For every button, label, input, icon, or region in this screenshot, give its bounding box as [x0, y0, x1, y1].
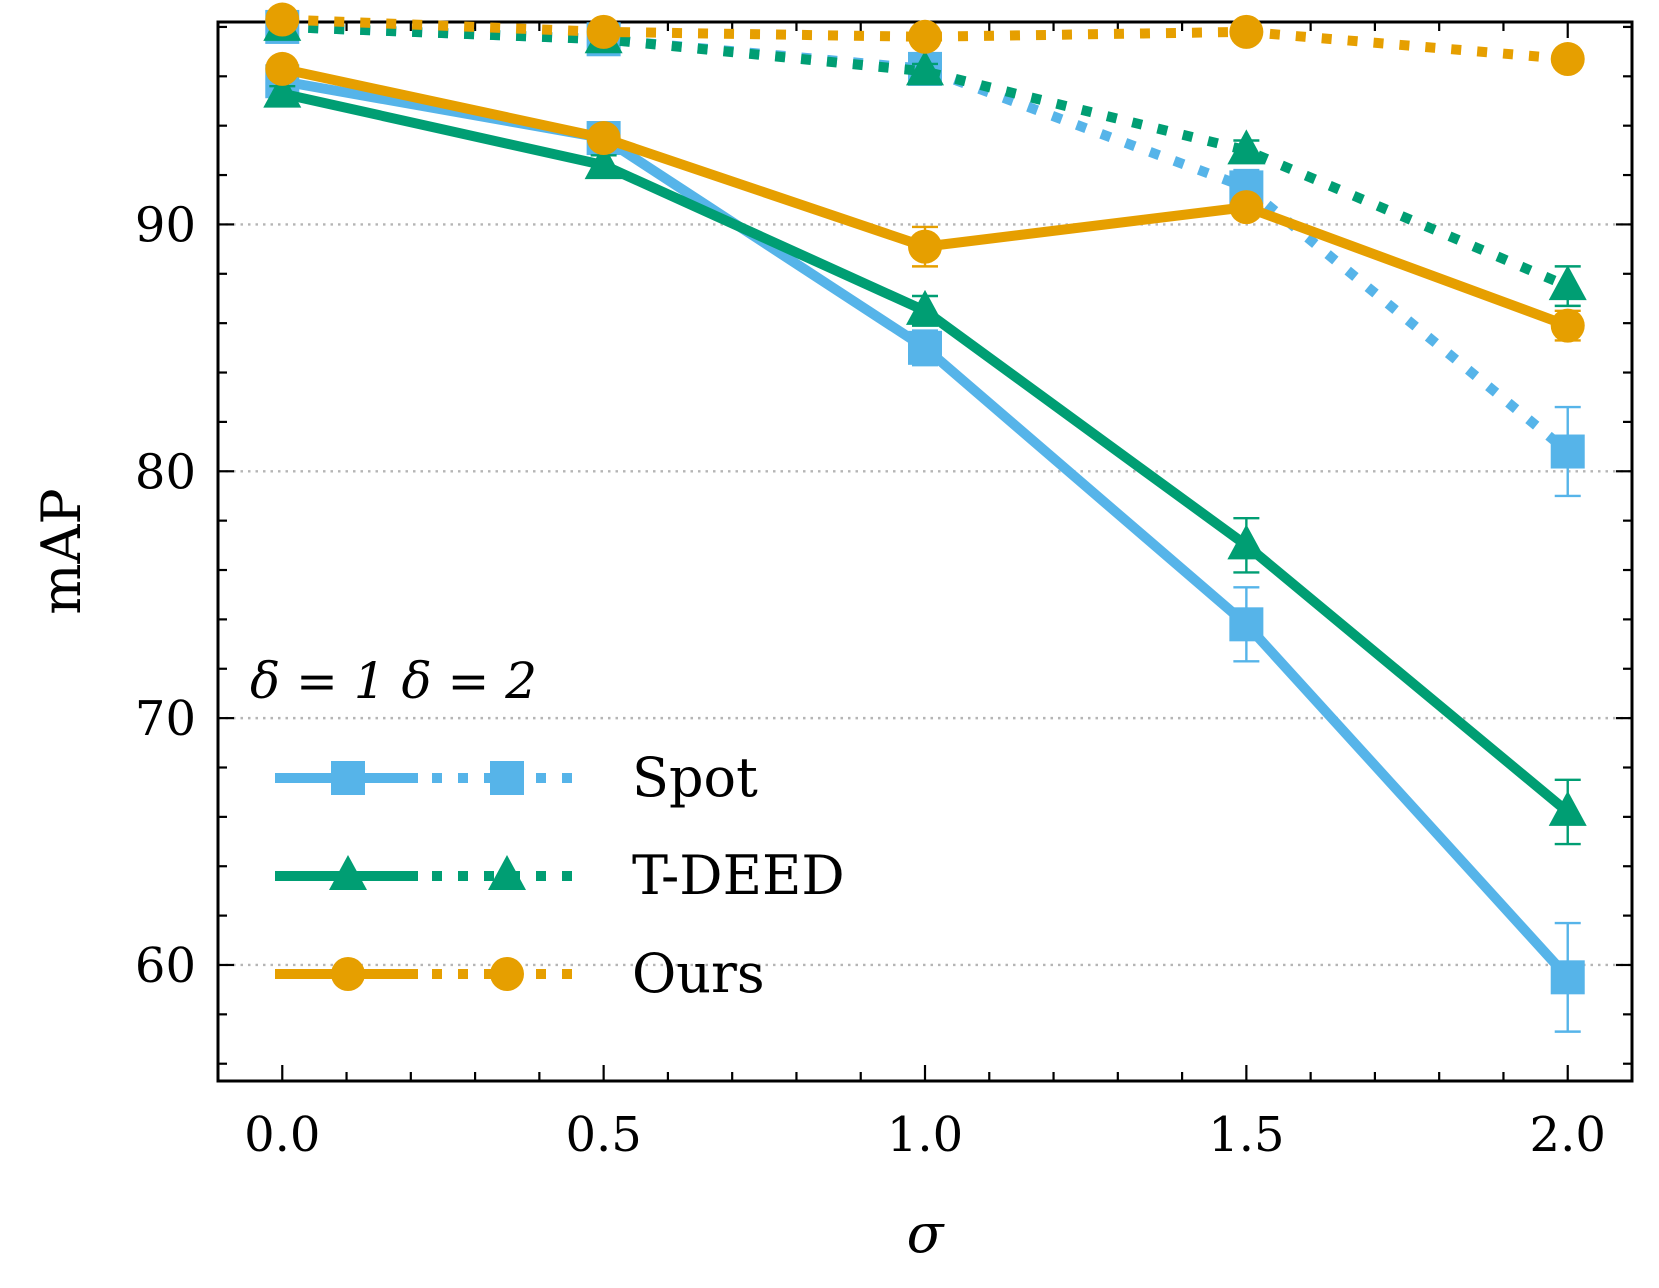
data-point-t-deed-delta1: [1548, 790, 1587, 826]
series-layer: [263, 2, 1587, 1033]
data-point-ours-delta2: [908, 19, 942, 54]
series-ours-delta1: [265, 51, 1585, 343]
plot-frame: [216, 20, 1634, 1083]
data-point-ours-delta2: [1229, 14, 1264, 49]
legend-marker-dotted: [488, 855, 526, 890]
data-point-t-deed-delta1: [584, 144, 623, 180]
data-point-spot-delta2: [1550, 434, 1585, 469]
data-point-t-deed-delta2: [1227, 129, 1266, 165]
y-tick-label: 80: [135, 444, 196, 500]
data-point-ours-delta2: [586, 14, 621, 49]
y-tick-label: 60: [135, 938, 196, 994]
legend-marker-solid: [329, 855, 367, 890]
data-point-t-deed-delta2: [906, 50, 944, 86]
data-point-ours-delta1: [586, 121, 621, 156]
data-point-ours-delta1: [1550, 308, 1585, 343]
data-point-ours-delta2: [265, 2, 300, 37]
y-axis-label: mAP: [30, 488, 93, 615]
x-tick-label: 1.0: [887, 1107, 963, 1163]
x-tick-label: 0.5: [565, 1107, 641, 1163]
series-line-ours-delta2: [282, 14, 1569, 65]
grid-lines: [218, 223, 1632, 967]
legend-header: δ = 1 δ = 2: [250, 652, 537, 710]
y-tick-label: 90: [135, 197, 196, 253]
series-line-t-deed-delta2: [282, 21, 1570, 291]
legend: δ = 1 δ = 2 Spot T-DEED Ours: [250, 652, 845, 1005]
series-line-spot-delta1: [281, 76, 1572, 981]
data-point-spot-delta1: [908, 330, 942, 365]
legend-marker-dotted: [490, 957, 524, 991]
x-tick-label: 1.5: [1208, 1107, 1284, 1163]
legend-entry-spot: Spot: [275, 746, 758, 809]
legend-label: Spot: [632, 746, 758, 809]
legend-entry-t-deed: T-DEED: [275, 844, 845, 907]
legend-marker-solid: [331, 957, 365, 991]
legend-marker-solid: [331, 761, 365, 795]
axes: 0.0 0.5 1.0 1.5 2.0 60 70 80 90 σ mAP: [30, 20, 1634, 1265]
data-point-t-deed-delta1: [263, 72, 302, 108]
x-tick-label: 0.0: [244, 1107, 320, 1163]
legend-label: Ours: [632, 942, 765, 1005]
data-point-t-deed-delta2: [1548, 265, 1587, 301]
data-point-ours-delta1: [908, 229, 942, 264]
data-point-spot-delta1: [1550, 960, 1585, 995]
data-point-t-deed-delta1: [1227, 524, 1266, 560]
data-point-t-deed-delta1: [906, 289, 944, 325]
legend-label: T-DEED: [632, 844, 845, 907]
y-tick-label: 70: [135, 691, 196, 747]
data-point-ours-delta1: [265, 51, 300, 86]
legend-marker-dotted: [490, 761, 524, 795]
data-point-spot-delta1: [1229, 607, 1264, 642]
x-axis-label: σ: [907, 1202, 946, 1265]
legend-entry-ours: Ours: [275, 942, 765, 1005]
x-tick-label: 2.0: [1530, 1107, 1606, 1163]
data-point-ours-delta2: [1550, 42, 1585, 77]
series-ours-delta2: [265, 2, 1585, 77]
series-t-deed-delta1: [263, 72, 1587, 846]
data-point-ours-delta1: [1229, 190, 1264, 225]
